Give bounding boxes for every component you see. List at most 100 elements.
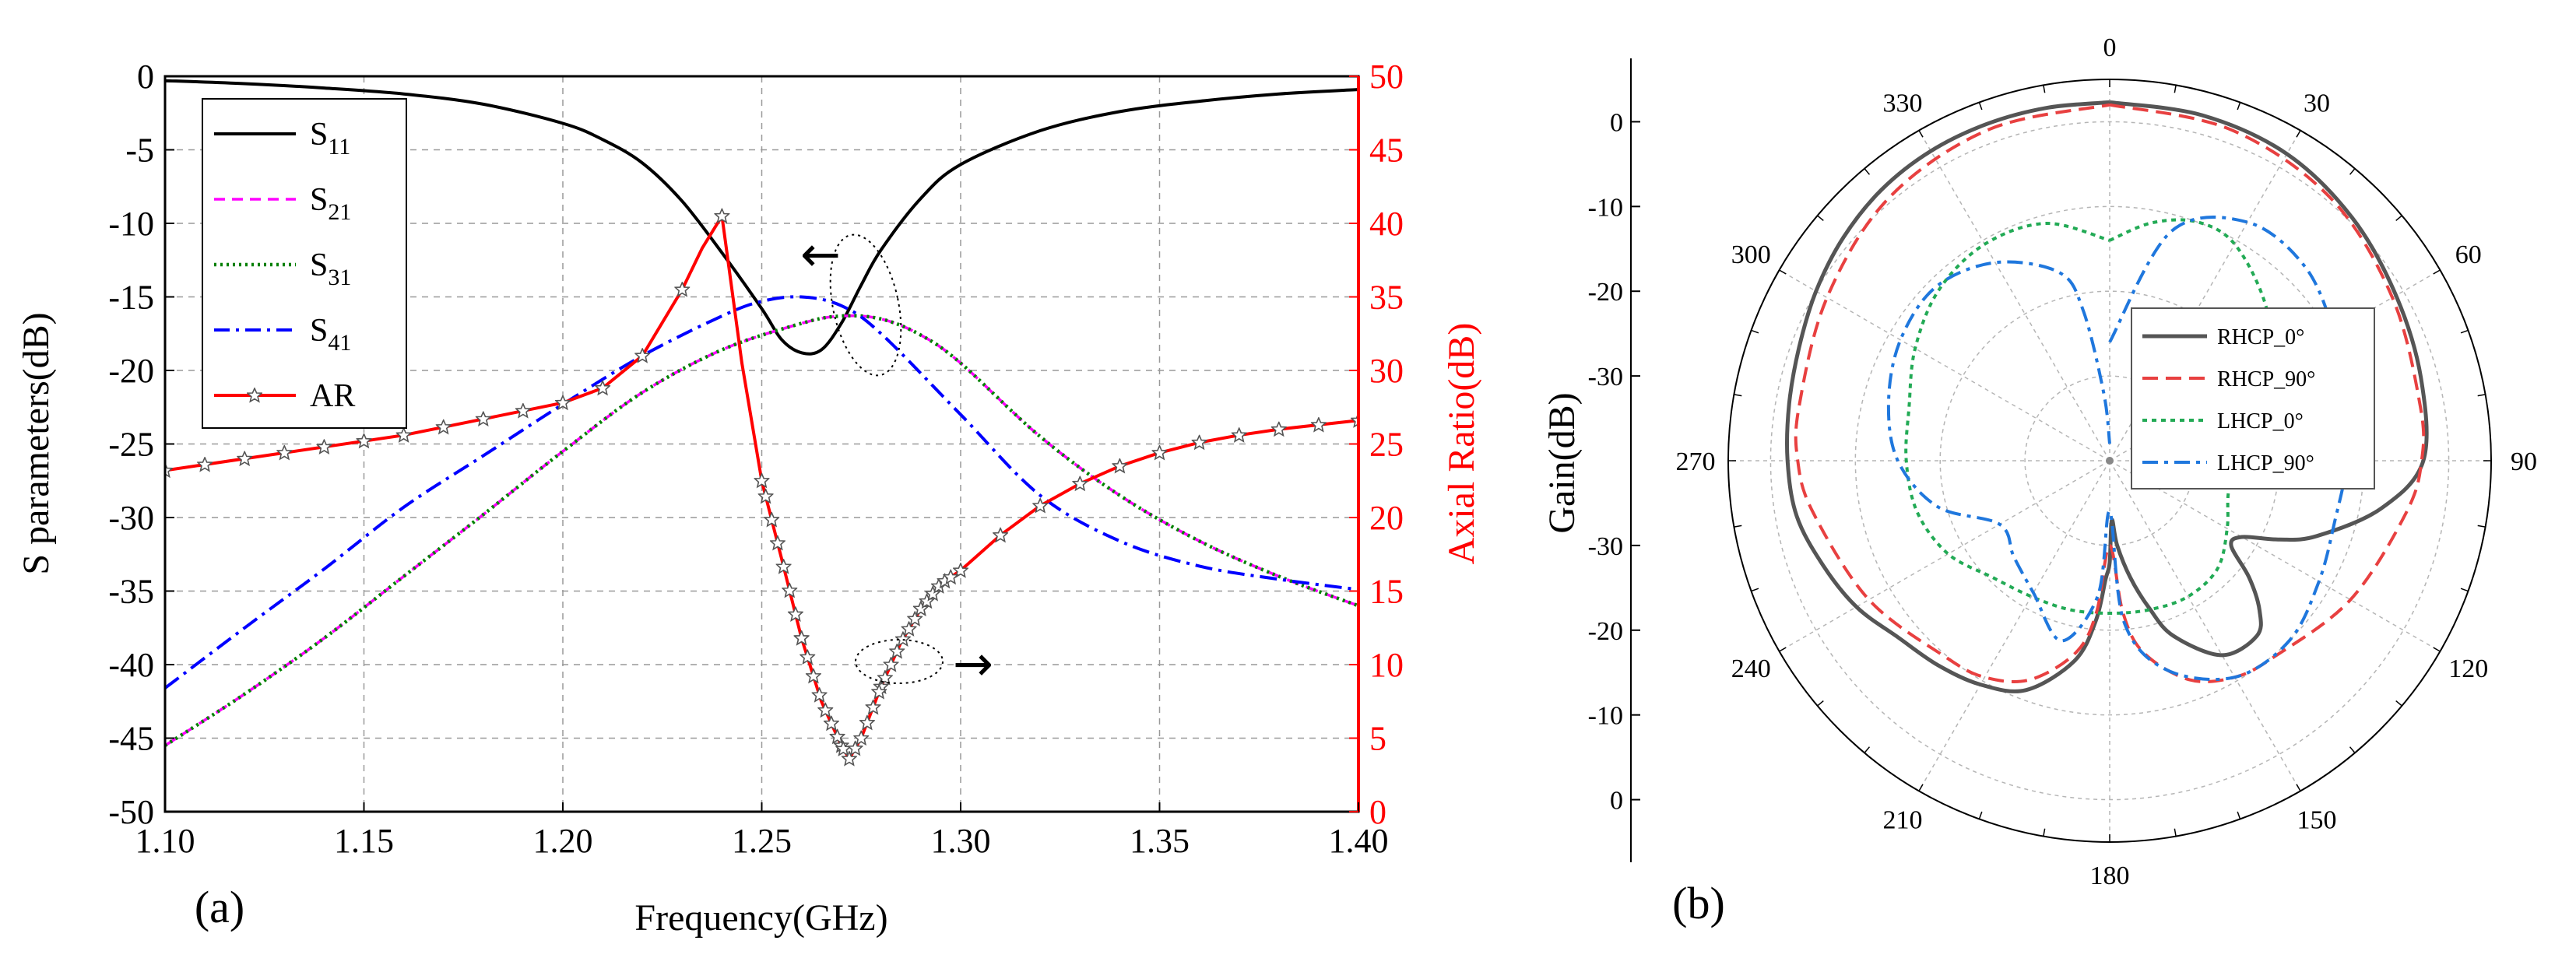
legend-a-label-base: S xyxy=(310,247,328,283)
ar-point-marker xyxy=(788,606,803,622)
panel-a-x-axis-label: Frequency(GHz) xyxy=(634,897,887,939)
polar-angle-tick xyxy=(1751,329,1759,334)
polar-angle-label: 60 xyxy=(2455,240,2482,269)
ar-point-marker xyxy=(754,472,770,488)
polar-series-lhcp90 xyxy=(1886,215,2351,682)
panel-a-y-tick-label: -5 xyxy=(125,132,154,170)
polar-grid-circle xyxy=(1769,121,2450,801)
polar-radial-tick-label: -20 xyxy=(1588,278,1623,307)
polar-radial-tick-label: -10 xyxy=(1588,702,1623,731)
panel-a-y-axis-label: S parameters(dB) xyxy=(16,312,57,574)
polar-angle-tick xyxy=(1779,647,1787,652)
polar-angle-tick xyxy=(2174,828,2177,837)
ar-point-marker xyxy=(757,488,774,504)
panel-a-x-tick-label: 1.15 xyxy=(334,822,394,860)
ar-point-marker xyxy=(475,411,491,426)
polar-angle-tick xyxy=(2460,329,2469,334)
polar-angle-tick xyxy=(2349,746,2356,753)
ar-point-marker xyxy=(817,702,834,718)
panel-a-sparameter-chart: 1.10 1.15 1.20 1.25 1.30 1.35 1.400-5-10-15-20… xyxy=(16,58,1482,939)
polar-angle-tick xyxy=(2395,215,2402,222)
panel-a-ticks: 1.10 1.15 1.20 1.25 1.30 1.35 1.400-5-10-15-20… xyxy=(108,58,1404,860)
panel-a-right-axis-label: Axial Ratio(dB) xyxy=(1441,323,1482,565)
polar-angle-tick xyxy=(2349,168,2356,175)
polar-angle-tick xyxy=(1918,130,1924,138)
ar-point-marker xyxy=(316,439,332,454)
polar-angle-tick xyxy=(1734,525,1742,528)
polar-grid-spoke xyxy=(1918,460,2110,791)
ar-point-marker xyxy=(895,631,911,647)
ar-point-marker xyxy=(395,427,412,442)
panel-b-label: (b) xyxy=(1672,878,1725,928)
panel-b-legend: RHCP_0° RHCP_90° LHCP_0° LHCP_90° xyxy=(2131,307,2375,490)
polar-angle-tick xyxy=(1978,811,1983,819)
polar-radial-tick-label: -20 xyxy=(1588,617,1623,646)
ar-point-marker xyxy=(883,657,899,672)
ar-point-marker xyxy=(775,559,792,574)
panel-a-x-tick-label: 1.10 xyxy=(135,822,195,860)
panel-a-x-tick-label: 1.30 xyxy=(931,822,991,860)
polar-angle-tick xyxy=(2395,700,2402,707)
polar-angle-tick xyxy=(2296,130,2301,138)
polar-radial-tick-label: -30 xyxy=(1588,532,1623,561)
panel-a-series xyxy=(165,79,1358,766)
panel-a-right-tick-label: 45 xyxy=(1369,132,1404,170)
panel-b-legend-box xyxy=(2131,307,2375,490)
polar-angle-tick xyxy=(2296,784,2301,791)
legend-a-label-subscript: 41 xyxy=(328,330,351,356)
ar-point-marker xyxy=(674,282,691,297)
polar-angle-tick xyxy=(1918,784,1924,791)
ar-point-marker xyxy=(197,457,213,472)
ar-point-marker xyxy=(237,451,253,466)
ar-point-marker xyxy=(1271,421,1287,437)
ar-point-marker xyxy=(889,644,905,658)
legend-b-label: LHCP_90° xyxy=(2217,451,2314,475)
panel-a-right-tick-label: 35 xyxy=(1369,279,1404,317)
ar-point-marker xyxy=(859,714,875,730)
ar-point-marker xyxy=(1191,434,1207,450)
ar-point-marker xyxy=(1231,427,1247,442)
legend-a-label-subscript: 11 xyxy=(328,134,350,160)
panel-a-right-tick-label: 5 xyxy=(1369,720,1386,758)
ar-point-marker xyxy=(1311,417,1327,432)
polar-angle-label: 150 xyxy=(2297,806,2337,835)
legend-a-label-subscript: 31 xyxy=(328,265,351,290)
ar-point-marker xyxy=(1112,458,1128,473)
polar-angle-label: 90 xyxy=(2511,447,2537,476)
ar-dip-ellipse xyxy=(855,639,944,684)
polar-angle-tick xyxy=(1978,102,1983,111)
polar-angle-tick xyxy=(2477,525,2486,528)
series-s21-line xyxy=(165,314,1358,747)
series-s41-line xyxy=(165,295,1358,690)
polar-radial-tick-label: 0 xyxy=(1610,787,1623,816)
panel-a-y-tick-label: -50 xyxy=(108,793,154,831)
panel-a-y-tick-label: 0 xyxy=(137,58,154,96)
polar-grid-spoke xyxy=(1918,130,2110,461)
legend-a-label-base: AR xyxy=(310,378,355,414)
legend-a-label: S11 xyxy=(310,117,350,160)
polar-angle-tick xyxy=(2433,647,2441,652)
ar-point-marker xyxy=(276,445,293,460)
panel-a-y-tick-label: -10 xyxy=(108,205,154,243)
polar-angle-tick xyxy=(1817,700,1824,707)
polar-angle-label: 240 xyxy=(1731,654,1771,683)
polar-angle-tick xyxy=(1779,269,1787,275)
panel-a-y-tick-label: -15 xyxy=(108,279,154,317)
polar-angle-tick xyxy=(1864,168,1871,175)
polar-angle-tick xyxy=(1864,746,1871,753)
legend-a-label-base: S xyxy=(310,182,328,218)
ar-point-marker xyxy=(806,668,821,683)
polar-angle-tick xyxy=(2460,588,2469,592)
polar-angle-tick xyxy=(1817,215,1824,222)
panel-a-right-tick-label: 10 xyxy=(1369,646,1404,684)
polar-series-rhcp90 xyxy=(1794,103,2426,683)
ar-point-marker xyxy=(515,403,531,418)
polar-grid-spoke xyxy=(1779,269,2110,461)
polar-angle-tick xyxy=(1734,394,1742,397)
ar-point-marker xyxy=(793,630,810,645)
ar-point-marker xyxy=(770,535,785,550)
ar-point-marker xyxy=(356,433,372,448)
ar-point-marker xyxy=(800,649,816,665)
panel-a-y-tick-label: -25 xyxy=(108,426,154,464)
